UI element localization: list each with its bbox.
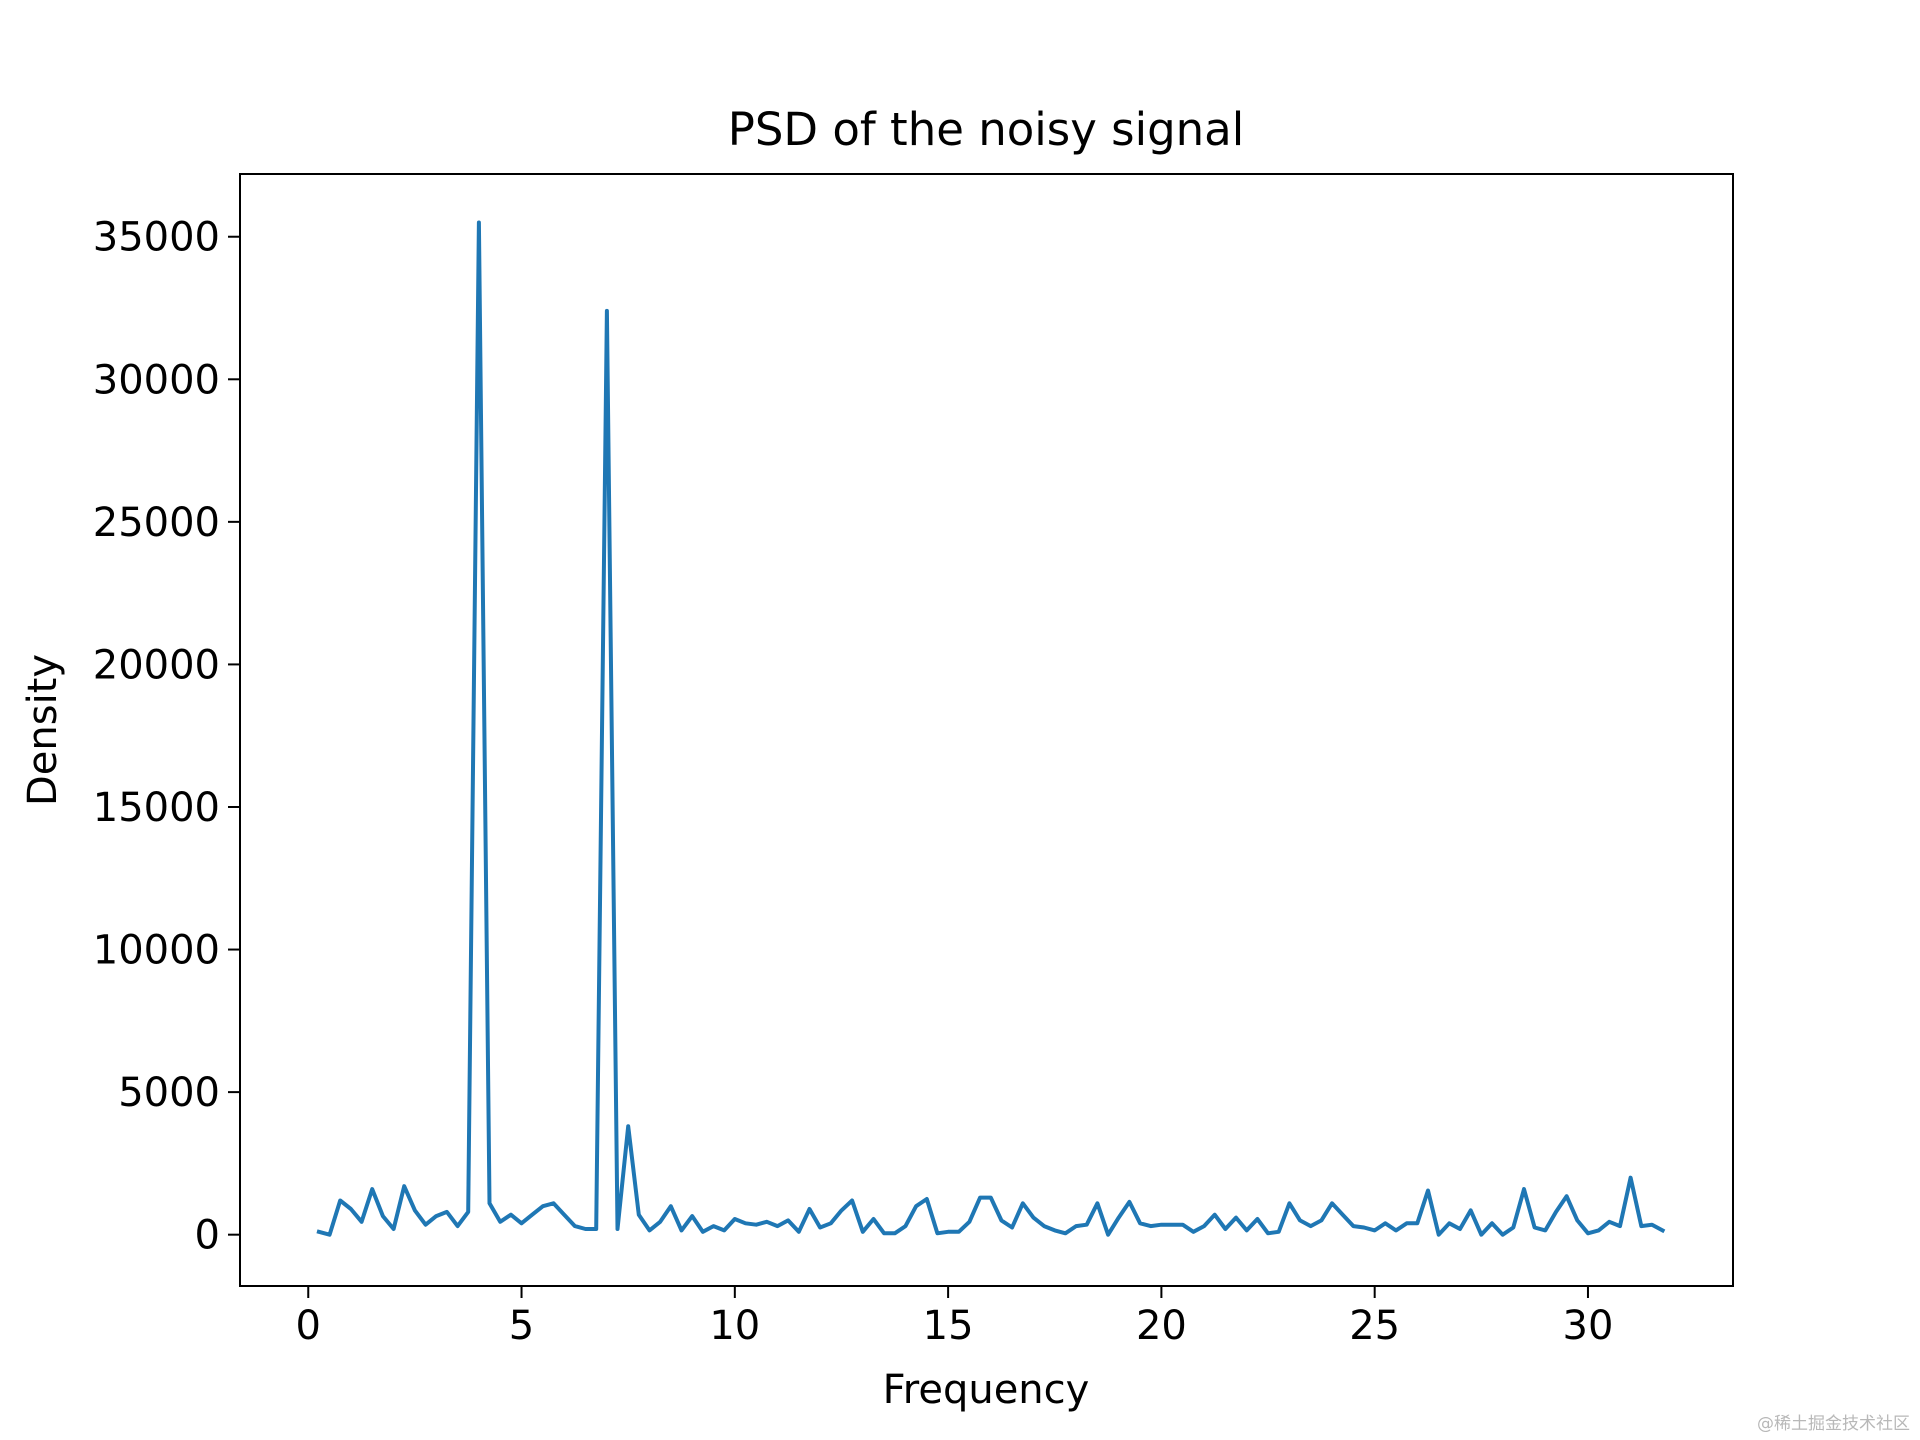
axes-frame — [239, 173, 1734, 1287]
x-axis-ticks: 0 5 10 15 20 25 30 — [296, 1286, 1614, 1349]
x-tick-label: 25 — [1349, 1303, 1400, 1349]
plot-area — [316, 220, 1666, 1237]
y-tick-label: 0 — [195, 1213, 220, 1259]
watermark-text: @稀土掘金技术社区 — [1757, 1414, 1910, 1434]
x-tick-label: 0 — [296, 1303, 321, 1349]
y-tick-label: 35000 — [93, 215, 220, 261]
y-tick-label: 20000 — [93, 642, 220, 688]
y-tick-label: 15000 — [93, 785, 220, 831]
y-tick-label: 30000 — [93, 357, 220, 403]
chart-title: PSD of the noisy signal — [728, 103, 1245, 156]
x-tick-label: 30 — [1563, 1303, 1614, 1349]
y-tick-label: 25000 — [93, 500, 220, 546]
x-tick-label: 20 — [1136, 1303, 1187, 1349]
y-tick-label: 5000 — [118, 1070, 220, 1116]
x-tick-label: 10 — [709, 1303, 760, 1349]
y-axis-label: Density — [20, 654, 66, 806]
x-axis-label: Frequency — [883, 1367, 1090, 1413]
series-line-psd — [316, 220, 1666, 1237]
x-tick-label: 15 — [923, 1303, 974, 1349]
y-tick-label: 10000 — [93, 928, 220, 974]
x-tick-label: 5 — [509, 1303, 534, 1349]
y-axis-ticks: 0 5000 10000 15000 20000 25000 30000 35000 — [93, 215, 240, 1259]
